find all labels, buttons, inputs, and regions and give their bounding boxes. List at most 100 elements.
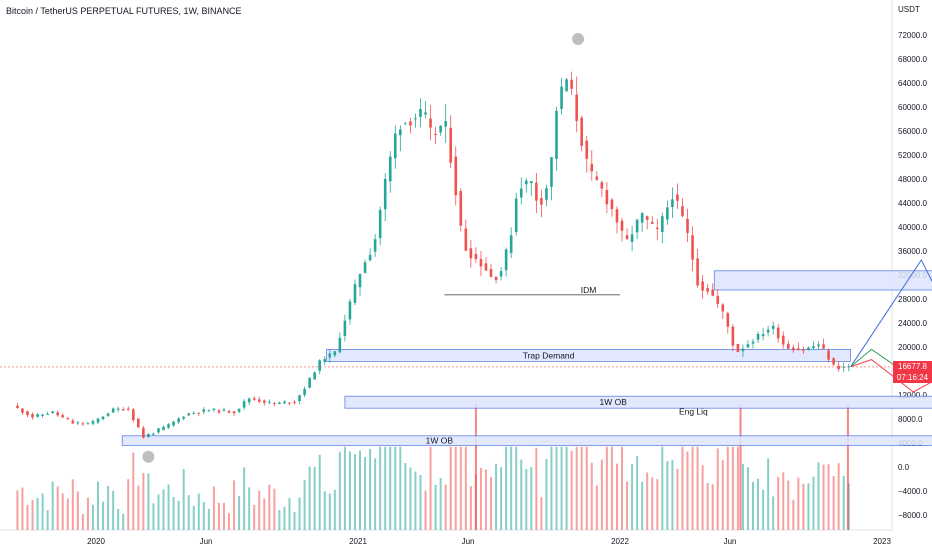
candle-body xyxy=(615,209,619,223)
volume-bar xyxy=(278,510,281,530)
volume-bar xyxy=(515,446,518,530)
candle-body xyxy=(338,337,342,353)
candle-body xyxy=(766,329,770,333)
y-tick-label: 12000.0 xyxy=(898,391,927,400)
volume-bar xyxy=(288,497,291,530)
y-tick-label: 8000.0 xyxy=(898,415,923,424)
candle-body xyxy=(197,412,201,414)
volume-bar xyxy=(495,463,498,530)
volume-bar xyxy=(61,493,64,530)
candle-body xyxy=(131,409,135,421)
candle-body xyxy=(484,263,488,271)
volume-bar xyxy=(767,458,770,530)
volume-bar xyxy=(36,497,39,530)
candle-body xyxy=(731,326,735,346)
volume-bar xyxy=(97,481,100,530)
volume-bar xyxy=(207,508,210,530)
volume-bar xyxy=(726,446,729,530)
volume-bar xyxy=(646,472,649,530)
candle-body xyxy=(268,401,271,403)
y-tick-label: 48000.0 xyxy=(898,175,927,184)
volume-bar xyxy=(610,446,613,530)
candle-body xyxy=(101,416,105,420)
volume-bar xyxy=(338,451,341,530)
candle-body xyxy=(610,199,614,210)
volume-bar xyxy=(419,474,422,530)
candle-body xyxy=(776,327,780,339)
candle-body xyxy=(414,118,417,120)
volume-bar xyxy=(303,480,306,530)
y-tick-label: 36000.0 xyxy=(898,247,927,256)
volume-bar xyxy=(293,511,296,530)
candle-body xyxy=(363,262,367,273)
volume-bar xyxy=(525,469,528,530)
candle-body xyxy=(797,348,800,351)
volume-bar xyxy=(81,514,84,530)
volume-bar xyxy=(484,469,487,530)
candle-body xyxy=(91,421,95,424)
volume-bar xyxy=(792,499,795,530)
volume-bar xyxy=(681,446,684,530)
volume-bar xyxy=(263,498,266,530)
volume-bar xyxy=(364,457,367,530)
volume-bar xyxy=(837,463,840,530)
candle-body xyxy=(781,335,785,345)
volume-bar xyxy=(479,467,482,530)
volume-bar xyxy=(736,446,739,530)
volume-bar xyxy=(827,464,830,530)
candle-body xyxy=(61,415,65,418)
candle-body xyxy=(36,414,39,417)
volume-bar xyxy=(605,446,608,530)
candle-body xyxy=(540,198,543,205)
candle-body xyxy=(504,249,508,271)
candle-body xyxy=(449,127,453,163)
volume-bar xyxy=(142,473,145,530)
volume-bar xyxy=(464,446,467,530)
candle-body xyxy=(802,349,805,351)
chart-annotation: IDM xyxy=(581,285,597,295)
volume-bar xyxy=(348,451,351,530)
candle-body xyxy=(706,288,709,292)
volume-bar xyxy=(666,461,669,530)
candle-body xyxy=(273,402,276,404)
volume-bar xyxy=(343,446,346,530)
volume-bar xyxy=(147,473,150,530)
x-tick-label: Jun xyxy=(724,537,737,546)
candle-body xyxy=(162,426,165,431)
volume-bar xyxy=(369,448,372,530)
candle-body xyxy=(590,163,594,172)
volume-bar xyxy=(253,504,256,530)
volume-bar xyxy=(91,504,94,530)
candle-body xyxy=(227,411,231,413)
volume-bar xyxy=(132,452,135,530)
candle-body xyxy=(832,358,835,365)
volume-bar xyxy=(706,482,709,530)
volume-bars xyxy=(16,404,850,530)
y-tick-label: 20000.0 xyxy=(898,343,927,352)
candle-body xyxy=(298,395,301,402)
volume-bar xyxy=(26,504,29,530)
candle-body xyxy=(620,220,624,231)
candle-body xyxy=(202,409,206,412)
candle-body xyxy=(691,235,694,260)
candle-body xyxy=(434,133,437,135)
volume-bar xyxy=(359,450,362,530)
x-tick-label: 2023 xyxy=(873,537,891,546)
volume-bar xyxy=(233,480,236,530)
chart-title[interactable]: Bitcoin / TetherUS PERPETUAL FUTURES, 1W… xyxy=(6,6,242,16)
volume-bar xyxy=(434,484,437,530)
candle-body xyxy=(81,423,85,425)
volume-bar xyxy=(41,493,44,530)
candle-body xyxy=(147,434,150,437)
candle-body xyxy=(404,122,407,124)
volume-bar xyxy=(772,496,775,530)
volume-bar xyxy=(817,462,820,530)
volume-bar xyxy=(807,483,810,530)
volume-bar xyxy=(243,467,246,530)
candle-body xyxy=(676,194,679,201)
candle-body xyxy=(565,79,568,92)
volume-bar xyxy=(76,491,79,530)
currency-label[interactable]: USDT xyxy=(898,5,920,14)
volume-bar xyxy=(615,463,618,530)
